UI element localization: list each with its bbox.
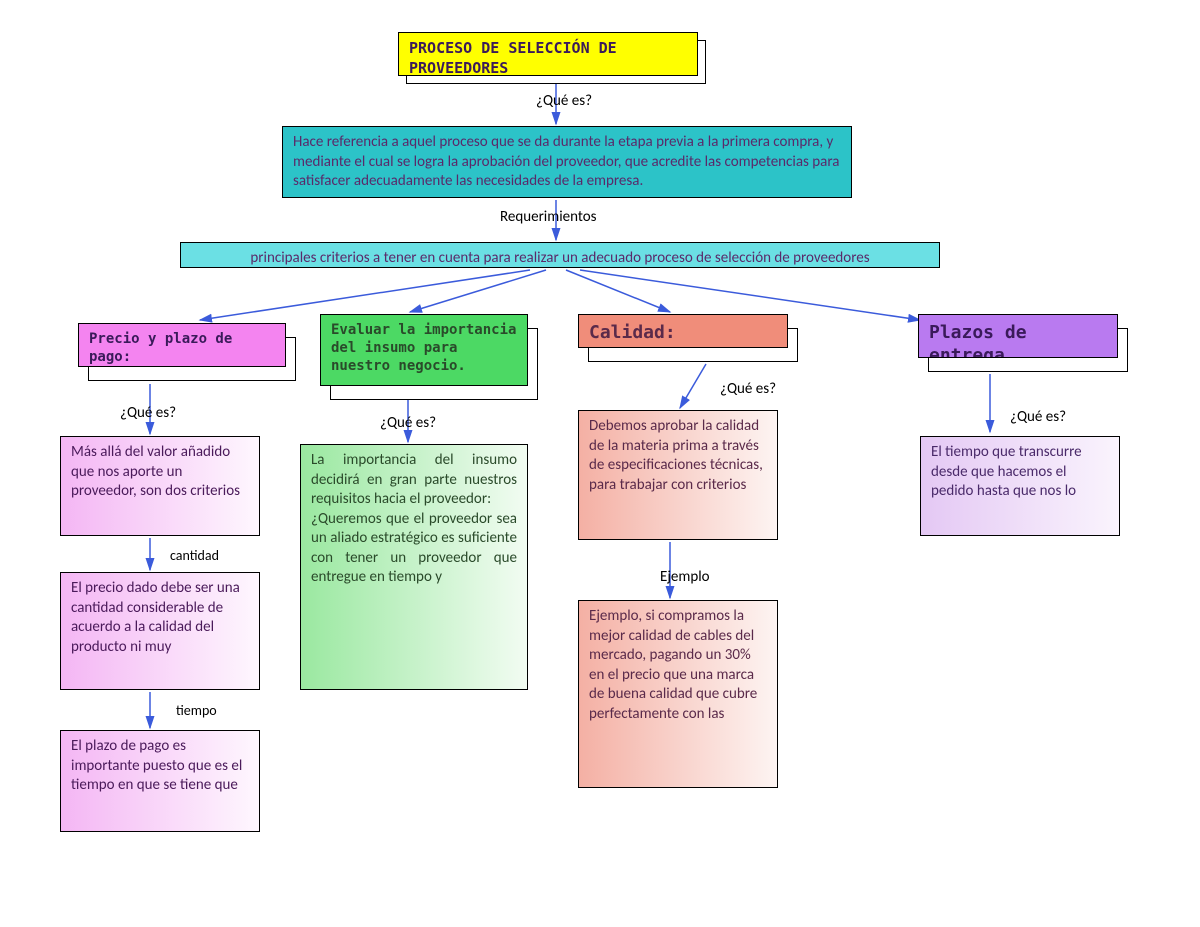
def-node: Hace referencia a aquel proceso que se d…	[282, 126, 852, 198]
b4_head-node: Plazos de entrega	[918, 314, 1118, 358]
req-label: Requerimientos	[500, 208, 597, 226]
b1_1-node: Más allá del valor añadido que nos aport…	[60, 436, 260, 536]
b1_3-node: El plazo de pago es importante puesto qu…	[60, 730, 260, 832]
title-node: PROCESO DE SELECCIÓN DE PROVEEDORES	[398, 32, 698, 76]
q_b1-label: ¿Qué es?	[120, 404, 176, 422]
crit-node: principales criterios a tener en cuenta …	[180, 242, 940, 268]
ejemplo-label: Ejemplo	[660, 568, 710, 586]
b1_head-node: Precio y plazo de pago:	[78, 323, 286, 367]
b3_head-node: Calidad:	[578, 314, 788, 348]
q_b3-label: ¿Qué es?	[720, 380, 776, 398]
b1_2-node: El precio dado debe ser una cantidad con…	[60, 572, 260, 690]
q_b4-label: ¿Qué es?	[1010, 408, 1066, 426]
q_b2-label: ¿Qué es?	[380, 414, 436, 432]
tiempo-label: tiempo	[176, 702, 217, 719]
b2_head-node: Evaluar la importancia del insumo para n…	[320, 314, 528, 386]
q_title-label: ¿Qué es?	[536, 92, 592, 110]
b3_2-node: Ejemplo, si compramos la mejor calidad d…	[578, 600, 778, 788]
b2_1-node: La importancia del insumo decidirá en gr…	[300, 444, 528, 690]
b3_1-node: Debemos aprobar la calidad de la materia…	[578, 410, 778, 540]
cant-label: cantidad	[170, 547, 219, 564]
b4_1-node: El tiempo que transcurre desde que hacem…	[920, 436, 1120, 536]
